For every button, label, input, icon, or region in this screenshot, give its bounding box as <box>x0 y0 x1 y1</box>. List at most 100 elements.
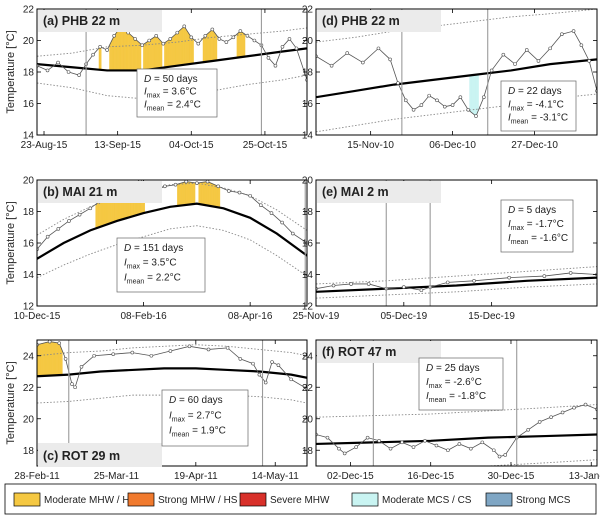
legend-swatch <box>127 492 155 507</box>
xtick-label: 10-Dec-15 <box>14 311 61 322</box>
event-fill-segment <box>139 42 142 71</box>
temperature-point <box>524 48 529 52</box>
temperature-point <box>203 33 208 38</box>
temperature-line <box>316 272 597 291</box>
temperature-point <box>549 415 553 419</box>
xtick-label: 19-Apr-11 <box>174 471 218 482</box>
temperature-point <box>361 60 365 65</box>
temperature-point <box>161 41 166 46</box>
ytick-label: 16 <box>23 99 35 110</box>
temperature-point <box>238 357 243 361</box>
event-fill-segment <box>217 185 221 208</box>
temperature-point <box>251 361 255 366</box>
temperature-point <box>63 357 68 361</box>
ytick-label: 20 <box>23 36 35 47</box>
legend-label: Moderate MHW / HS <box>44 495 137 506</box>
temperature-point <box>548 46 552 51</box>
panel-title: (b) MAI 21 m <box>38 181 162 203</box>
temperature-point <box>225 346 230 350</box>
stats-box: D = 60 days Imax = 2.7°C Imean = 1.9°C <box>161 389 249 447</box>
temperature-point <box>130 350 135 355</box>
y-axis-label: Temperature [°C] <box>5 361 17 444</box>
panel-title: (a) PHB 22 m <box>38 10 162 32</box>
temperature-point <box>206 347 211 352</box>
temperature-point <box>276 363 281 368</box>
stat-duration: D = 151 days <box>124 243 183 254</box>
temperature-point <box>133 37 137 41</box>
threshold-upper-line <box>316 404 597 418</box>
legend-item: Strong MHW / HS <box>127 492 238 507</box>
temperature-point <box>77 212 82 217</box>
ytick-label: 18 <box>23 68 35 79</box>
threshold-upper-line <box>316 266 597 285</box>
ytick-label: 12 <box>302 302 314 313</box>
temperature-point <box>560 410 565 415</box>
xtick-label: 15-Nov-10 <box>347 140 394 151</box>
legend-label: Severe MHW <box>270 495 330 506</box>
temperature-point <box>568 271 573 275</box>
event-fill-segment <box>177 183 180 207</box>
legend-swatch <box>13 492 41 507</box>
ytick-label: 20 <box>23 176 35 187</box>
temperature-point <box>245 33 250 38</box>
temperature-point <box>446 448 450 453</box>
temperature-point <box>491 448 496 453</box>
temperature-point <box>57 341 62 345</box>
temperature-points <box>316 29 597 118</box>
temperature-point <box>270 360 274 364</box>
event-fill-segment <box>187 181 190 205</box>
panel-title-text: (f) ROT 47 m <box>322 345 396 359</box>
stat-imean: Imean = 1.9°C <box>169 426 226 439</box>
temperature-point <box>376 46 381 51</box>
xtick-label: 06-Dec-10 <box>429 140 476 151</box>
climatology-line <box>316 58 597 99</box>
ytick-label: 24 <box>302 351 314 362</box>
temperature-point <box>442 104 447 109</box>
stats-box-frame <box>418 357 504 411</box>
ytick-label: 14 <box>302 270 314 281</box>
event-fill-segment <box>55 342 58 376</box>
temperature-point <box>423 438 427 443</box>
ytick-label: 22 <box>23 383 35 394</box>
stat-imean: Imean = -1.6°C <box>508 233 568 246</box>
xtick-label: 08-Apr-16 <box>228 311 273 322</box>
temperature-point <box>205 180 210 184</box>
stat-imax: Imax = 3.6°C <box>144 87 197 100</box>
stat-duration: D = 60 days <box>169 395 223 406</box>
event-fill-segment <box>477 74 479 114</box>
temperature-point <box>342 451 347 456</box>
event-fill-segment <box>193 182 196 205</box>
panels: 14 16 18 20 22 23-Aug-15 13-Sep-15 04-Oct-15 25-… <box>5 5 600 483</box>
temperature-point <box>542 274 547 278</box>
ytick-label: 22 <box>302 5 314 16</box>
plot-area <box>37 340 307 466</box>
ytick-label: 14 <box>23 270 35 281</box>
stat-imean: Imean = 2.2°C <box>124 272 181 285</box>
panel-a: 14 16 18 20 22 23-Aug-15 13-Sep-15 04-Oct-15 25-… <box>5 5 308 151</box>
legend-label: Strong MHW / HS <box>158 495 238 506</box>
xtick-label: 13-Jan-16 <box>569 471 600 482</box>
event-fill-segment <box>189 181 192 205</box>
axes-frame <box>36 339 308 467</box>
temperature-point <box>403 98 408 103</box>
temperature-point <box>224 40 229 44</box>
temperature-point <box>497 454 502 459</box>
ytick-label: 18 <box>302 207 314 218</box>
temperature-point <box>287 37 292 41</box>
temperature-point <box>419 103 424 107</box>
temperature-point <box>457 442 462 446</box>
temperature-point <box>248 193 252 198</box>
temperature-point <box>112 33 116 38</box>
temperature-point <box>583 402 588 407</box>
panel-title: (d) PHB 22 m <box>317 10 441 32</box>
panel-title: (e) MAI 2 m <box>317 181 441 203</box>
event-fill-segment <box>43 342 46 377</box>
temperature-point <box>396 81 400 85</box>
panel-title-text: (b) MAI 21 m <box>43 185 117 199</box>
temperature-point <box>427 93 431 98</box>
temperature-point <box>537 420 542 424</box>
